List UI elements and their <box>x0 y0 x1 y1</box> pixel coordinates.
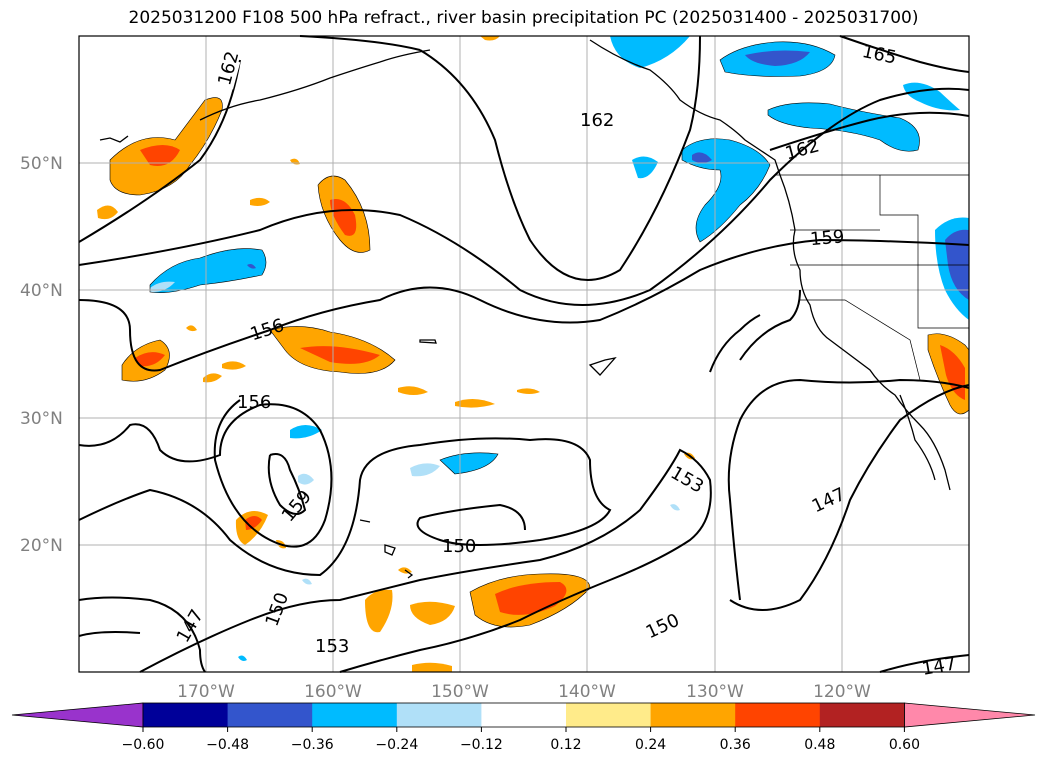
colorbar-tick-label: −0.24 <box>375 737 418 753</box>
colorbar-extend-high <box>904 702 1036 728</box>
contour-label: 147 <box>920 653 957 680</box>
contour-label: 156 <box>237 392 271 413</box>
contour-label: 150 <box>442 536 476 557</box>
colorbar-segment <box>396 703 482 727</box>
contour-label: 153 <box>315 636 349 657</box>
contour-label: 159 <box>809 226 845 250</box>
lon-label: 170°W <box>177 682 235 702</box>
lat-label: 40°N <box>20 281 63 301</box>
colorbar: −0.60 −0.48 −0.36 −0.24 −0.12 0.12 0.24 0.36 0.4… <box>11 702 1036 753</box>
colorbar-tick-label: −0.36 <box>291 737 334 753</box>
lon-label: 130°W <box>686 682 744 702</box>
map-panel: 162 165 162 162 159 156 156 159 153 147 … <box>78 35 970 680</box>
colorbar-segment <box>143 703 229 727</box>
colorbar-segment <box>227 703 313 727</box>
colorbar-tick-label: 0.12 <box>550 737 581 753</box>
colorbar-frame <box>142 702 905 728</box>
lon-label: 160°W <box>304 682 362 702</box>
political-boundaries <box>775 174 969 381</box>
longitude-labels: 170°W 160°W 150°W 140°W 130°W 120°W <box>177 682 871 702</box>
lat-label: 20°N <box>20 536 63 556</box>
lat-label: 30°N <box>20 409 63 429</box>
lon-label: 150°W <box>431 682 489 702</box>
colorbar-segment <box>819 703 905 727</box>
colorbar-tick-label: 0.36 <box>720 737 751 753</box>
colorbar-tick-label: 0.24 <box>635 737 666 753</box>
latitude-labels: 50°N 40°N 30°N 20°N <box>20 154 63 556</box>
map-frame <box>78 35 970 673</box>
lat-label: 50°N <box>20 154 63 174</box>
colorbar-tick-label: 0.48 <box>804 737 835 753</box>
colorbar-segment <box>481 703 567 727</box>
colorbar-tick-label: −0.60 <box>122 737 165 753</box>
refractivity-contours <box>78 35 970 673</box>
lon-label: 140°W <box>558 682 616 702</box>
colorbar-segment <box>312 703 398 727</box>
colorbar-tick-label: 0.60 <box>889 737 920 753</box>
colorbar-segment <box>735 703 821 727</box>
colorbar-tick-label: −0.48 <box>206 737 249 753</box>
graticule <box>79 36 969 672</box>
colorbar-tick-label: −0.12 <box>460 737 503 753</box>
lon-label: 120°W <box>813 682 871 702</box>
precip-positive-shading <box>97 36 969 672</box>
contour-label: 162 <box>580 110 614 131</box>
map-title: 2025031200 F108 500 hPa refract., river … <box>128 8 919 28</box>
colorbar-segment <box>650 703 736 727</box>
colorbar-extend-low <box>11 702 144 728</box>
colorbar-segment <box>566 703 652 727</box>
